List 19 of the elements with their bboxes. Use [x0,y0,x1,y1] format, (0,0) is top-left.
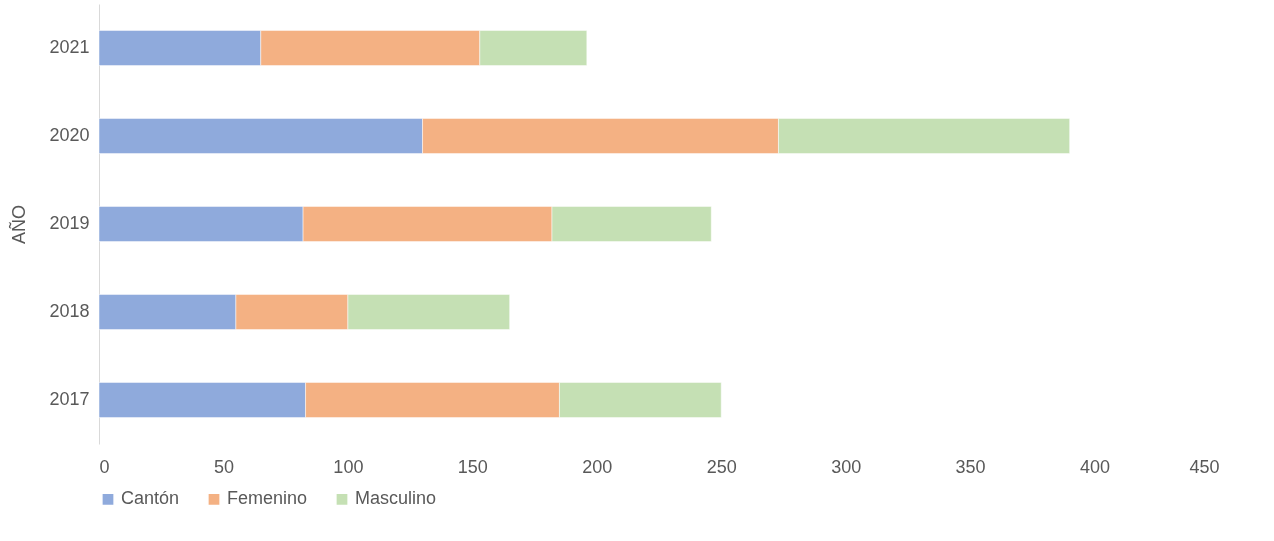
y-tick-label: 2017 [49,389,90,409]
legend-label: Masculino [355,488,437,509]
x-tick-label: 400 [1080,456,1111,477]
legend-label: Femenino [227,488,308,509]
y-axis-title: AÑO [8,204,30,245]
x-tick-label: 350 [955,456,986,477]
x-tick-label: 0 [99,456,110,477]
x-tick-label: 200 [582,456,613,477]
y-tick-label: 2019 [49,213,90,233]
x-tick-label: 250 [706,456,737,477]
x-tick-label: 300 [831,456,862,477]
x-tick-label: 100 [333,456,364,477]
legend-label: Cantón [121,488,180,509]
x-tick-label: 150 [457,456,488,477]
x-tick-label: 450 [1189,456,1220,477]
y-tick-label: 2021 [49,37,90,57]
y-tick-label: 2018 [49,301,90,321]
y-tick-label: 2020 [49,125,90,145]
x-tick-label: 50 [213,456,234,477]
